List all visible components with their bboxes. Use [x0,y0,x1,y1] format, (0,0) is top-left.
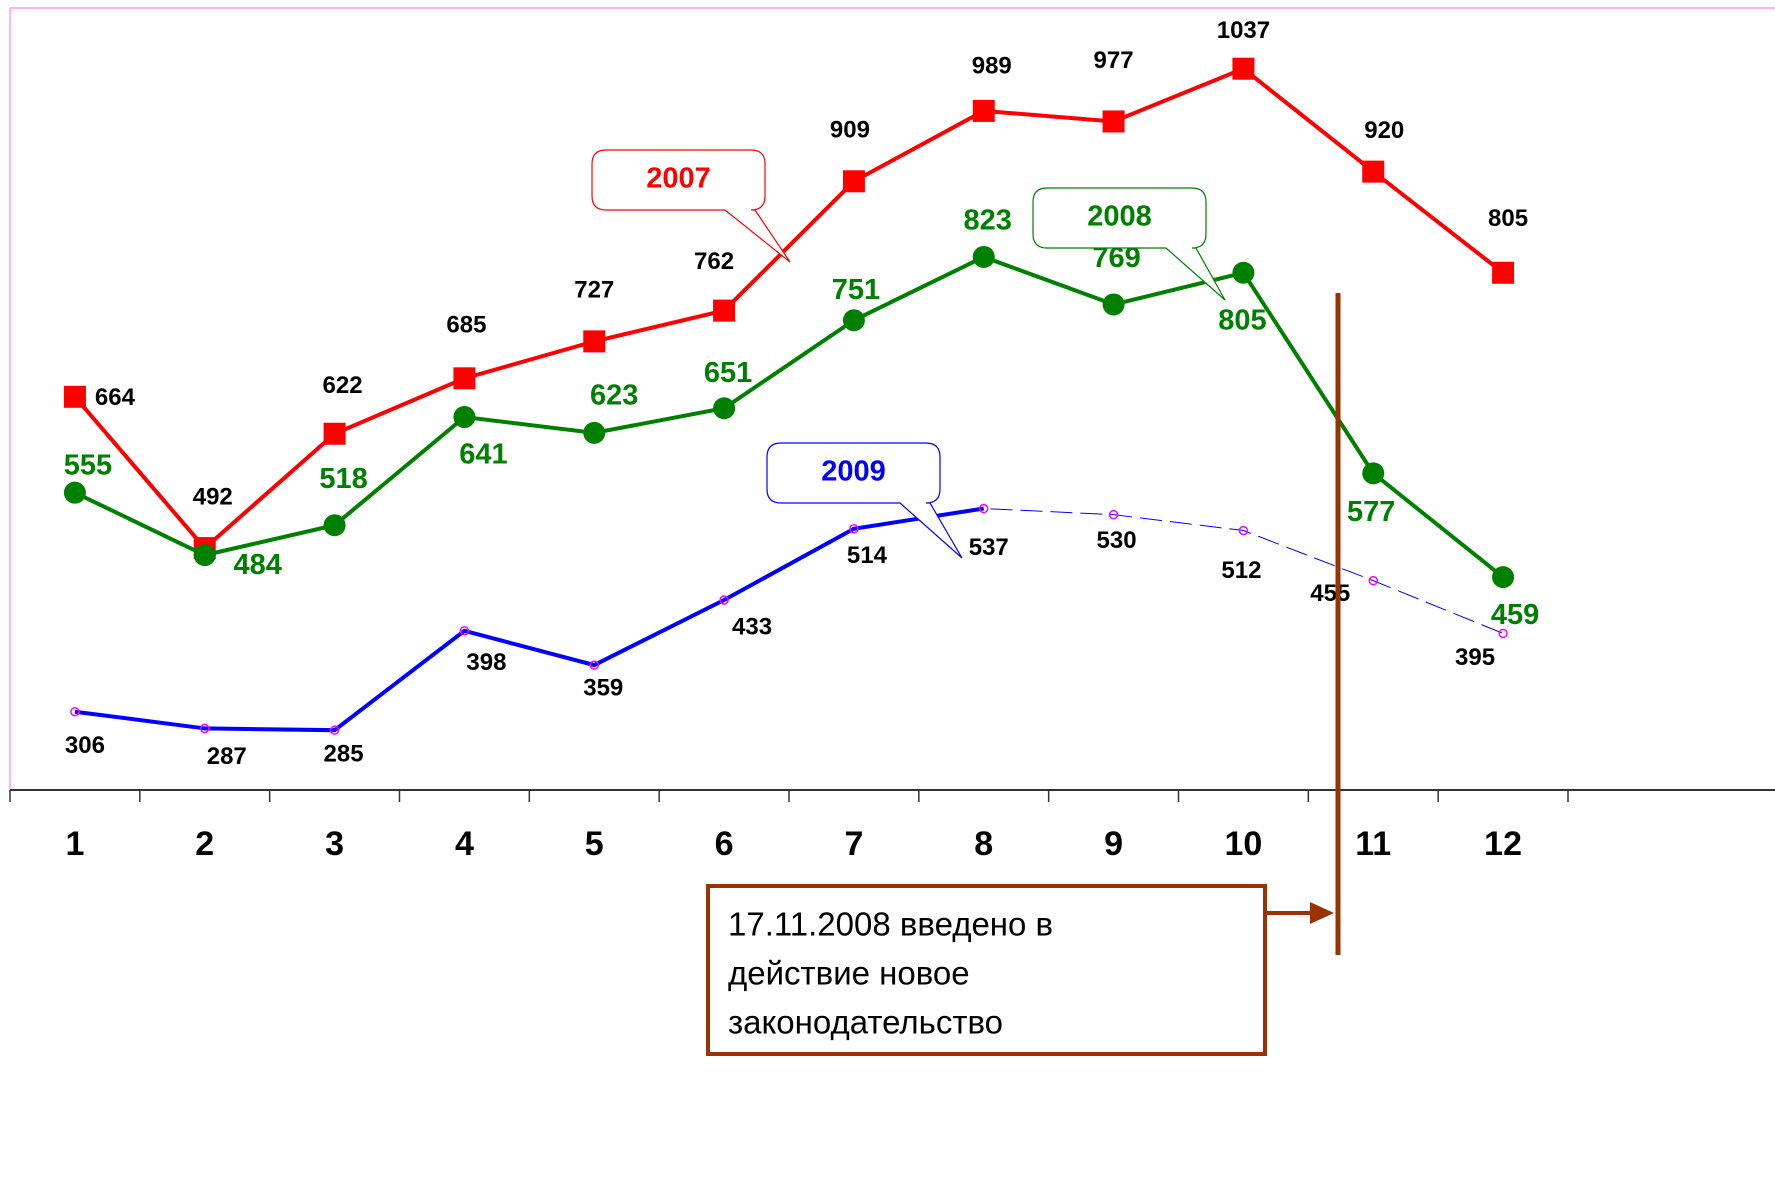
x-tick-label: 7 [844,825,863,863]
marker [589,660,599,670]
marker [70,706,80,717]
data-label: 685 [446,312,486,339]
series-line [73,66,1505,551]
callout-label: 2009 [821,456,886,488]
x-tick-label: 8 [974,825,993,863]
marker [453,406,476,429]
annotation-text: действие новое [728,955,970,992]
data-label: 727 [574,277,614,304]
marker [1232,261,1255,284]
x-tick-label: 4 [455,825,474,863]
annotation-box [706,884,1267,1056]
marker [972,245,995,268]
data-label: 433 [732,613,772,640]
data-label: 492 [193,483,233,510]
data-label: 514 [847,542,888,569]
callout [766,442,963,559]
x-tick-label: 11 [1355,825,1391,863]
data-label: 623 [590,380,638,412]
marker [1498,628,1508,639]
marker [583,421,606,444]
data-label: 622 [323,372,363,399]
data-label: 664 [95,384,136,411]
marker [329,725,340,735]
marker [849,523,859,534]
callout-label: 2007 [646,163,711,195]
annotation-text: 17.11.2008 введено в [728,906,1053,943]
data-label: 306 [65,732,105,759]
marker [1238,525,1249,536]
data-label: 555 [64,449,112,481]
data-label: 484 [234,549,282,581]
data-label: 989 [972,52,1012,79]
x-tick-label: 3 [325,825,344,863]
marker [459,626,470,636]
x-tick-label: 5 [585,825,604,863]
forecast-line [74,508,1504,731]
callout-label: 2008 [1087,201,1152,233]
data-label: 395 [1455,644,1495,671]
marker [842,170,865,193]
data-label: 287 [207,743,247,770]
marker [1368,575,1378,586]
marker [193,544,216,567]
marker [1232,57,1255,80]
data-label: 641 [459,439,507,471]
x-tick-label: 9 [1104,825,1123,863]
x-tick-label: 2 [195,825,214,863]
data-label: 762 [694,248,734,275]
marker [713,299,736,322]
annotation-arrowhead [1310,902,1334,924]
marker [842,309,865,332]
data-label: 359 [583,674,623,701]
marker [1362,160,1385,183]
data-label: 751 [832,274,880,306]
x-tick-label: 10 [1225,825,1263,863]
data-label: 977 [1094,47,1134,74]
data-label: 651 [704,357,752,389]
data-label: 512 [1221,557,1261,584]
data-label: 537 [969,534,1009,561]
marker [713,397,736,420]
data-label: 805 [1488,205,1528,232]
marker [583,330,606,353]
marker [63,385,86,408]
data-label: 398 [466,649,506,676]
marker [1492,566,1515,589]
data-label: 285 [324,741,364,768]
data-label: 577 [1347,496,1395,528]
series-line [74,254,1505,579]
x-tick-label: 12 [1484,825,1522,863]
marker [323,422,346,445]
marker [1102,110,1125,133]
marker [1362,462,1385,485]
marker [453,367,476,390]
marker [323,514,346,537]
annotation-text: законодательство [728,1004,1003,1041]
marker [1108,509,1119,520]
data-label: 909 [830,117,870,144]
marker [200,723,210,734]
data-label: 823 [964,205,1012,237]
data-label: 805 [1218,304,1266,336]
x-tick-label: 6 [715,825,734,863]
data-label: 530 [1097,527,1137,554]
data-label: 518 [319,463,367,495]
data-label: 1037 [1217,17,1270,44]
marker [719,595,729,605]
marker [972,99,995,122]
marker [1102,293,1125,316]
marker [979,503,989,514]
data-label: 920 [1364,117,1404,144]
callout [591,149,791,263]
marker [1492,261,1515,284]
callout [1032,187,1226,301]
x-tick-label: 1 [65,825,84,863]
data-label: 455 [1310,580,1350,607]
marker [63,481,86,504]
data-label: 459 [1491,599,1539,631]
